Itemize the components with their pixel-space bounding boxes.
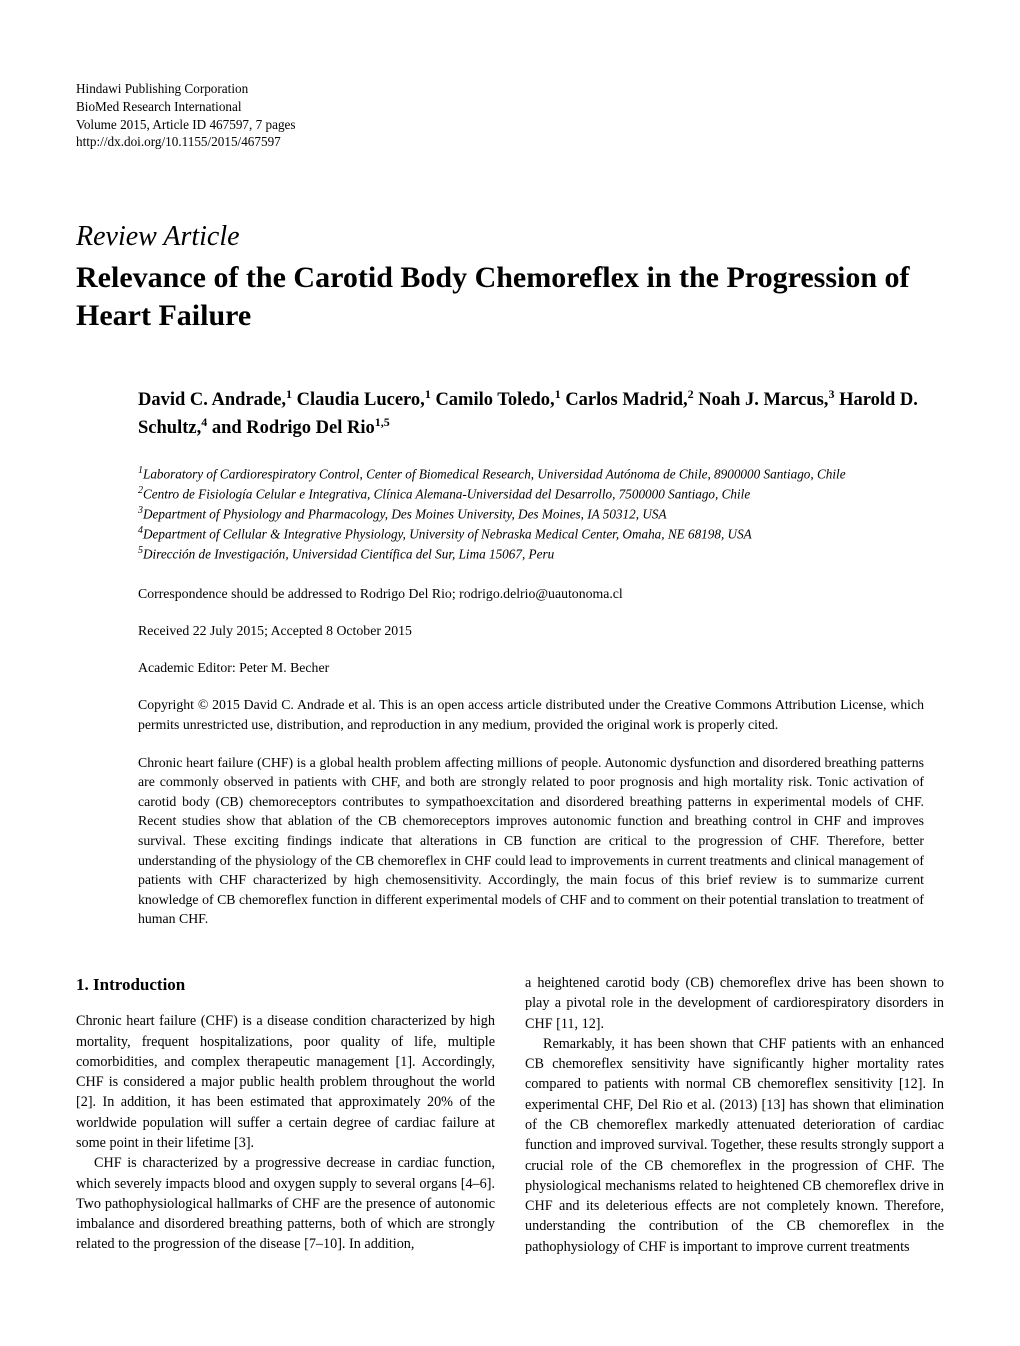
body-paragraph: a heightened carotid body (CB) chemorefl…: [525, 973, 944, 1034]
dates: Received 22 July 2015; Accepted 8 Octobe…: [138, 621, 924, 641]
publisher-name: Hindawi Publishing Corporation: [76, 80, 944, 98]
affiliation-item: 1Laboratory of Cardiorespiratory Control…: [138, 464, 924, 484]
authors-list: David C. Andrade,1 Claudia Lucero,1 Cami…: [138, 386, 924, 442]
right-column: a heightened carotid body (CB) chemorefl…: [525, 973, 944, 1257]
academic-editor: Academic Editor: Peter M. Becher: [138, 658, 924, 678]
affiliation-item: 4Department of Cellular & Integrative Ph…: [138, 524, 924, 544]
doi-url: http://dx.doi.org/10.1155/2015/467597: [76, 133, 944, 151]
affiliation-item: 5Dirección de Investigación, Universidad…: [138, 544, 924, 564]
volume-info: Volume 2015, Article ID 467597, 7 pages: [76, 116, 944, 134]
body-paragraph: Remarkably, it has been shown that CHF p…: [525, 1034, 944, 1257]
body-columns: 1. Introduction Chronic heart failure (C…: [76, 973, 944, 1257]
affiliations-list: 1Laboratory of Cardiorespiratory Control…: [138, 464, 924, 563]
abstract: Chronic heart failure (CHF) is a global …: [138, 753, 924, 929]
page: Hindawi Publishing Corporation BioMed Re…: [0, 0, 1020, 1317]
body-paragraph: CHF is characterized by a progressive de…: [76, 1153, 495, 1254]
article-type: Review Article: [76, 221, 944, 253]
publisher-header: Hindawi Publishing Corporation BioMed Re…: [76, 80, 944, 151]
left-column: 1. Introduction Chronic heart failure (C…: [76, 973, 495, 1257]
article-title: Relevance of the Carotid Body Chemorefle…: [76, 259, 944, 334]
journal-name: BioMed Research International: [76, 98, 944, 116]
section-heading: 1. Introduction: [76, 973, 495, 997]
correspondence: Correspondence should be addressed to Ro…: [138, 584, 924, 604]
copyright-notice: Copyright © 2015 David C. Andrade et al.…: [138, 695, 924, 735]
body-paragraph: Chronic heart failure (CHF) is a disease…: [76, 1011, 495, 1153]
affiliation-item: 3Department of Physiology and Pharmacolo…: [138, 504, 924, 524]
affiliation-item: 2Centro de Fisiología Celular e Integrat…: [138, 484, 924, 504]
